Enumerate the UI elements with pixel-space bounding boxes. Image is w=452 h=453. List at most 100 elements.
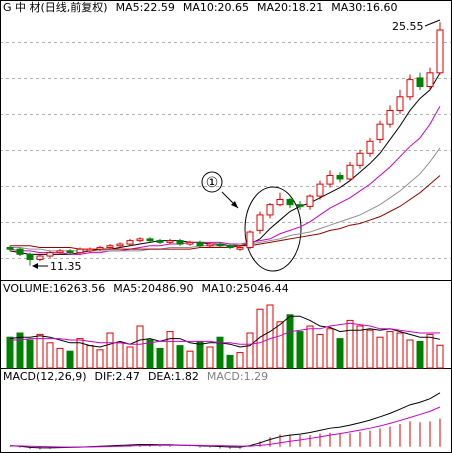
- high-arrow: [424, 19, 441, 27]
- legend-label: MA20:18.21: [257, 1, 323, 14]
- price-grid-pattern: [0, 18, 452, 280]
- candle-body: [16, 248, 24, 255]
- candle-body: [136, 238, 144, 242]
- candle-body: [296, 204, 304, 207]
- volume-bar: [246, 332, 254, 369]
- candle-body: [26, 253, 34, 260]
- volume-bar: [296, 331, 304, 369]
- candle-body: [206, 243, 214, 247]
- candle-body: [416, 77, 424, 87]
- volume-bar: [356, 325, 364, 369]
- volume-bar: [106, 332, 114, 369]
- annotation: 25.55: [392, 20, 424, 33]
- volume-bar: [96, 349, 104, 369]
- legend-label: DIF:2.47: [95, 370, 140, 383]
- volume-bar: [436, 344, 444, 369]
- volume-bar: [6, 336, 14, 369]
- volume-bar: [116, 342, 124, 369]
- legend-label: MA10:20.65: [183, 1, 249, 14]
- line-series: [9, 105, 441, 255]
- volume-bar: [156, 347, 164, 369]
- candle-body: [6, 246, 14, 250]
- candle-body: [36, 255, 44, 260]
- volume-bar: [196, 340, 204, 369]
- candle-body: [366, 140, 374, 154]
- candle-body: [146, 238, 154, 242]
- volume-bar: [36, 333, 44, 369]
- volume-bar: [376, 336, 384, 369]
- candle-body: [386, 109, 394, 125]
- volume-bar: [16, 332, 24, 369]
- candle-body: [346, 164, 354, 180]
- legend-label: MA30:16.60: [331, 1, 397, 14]
- volume-bar: [426, 333, 434, 369]
- volume-bar: [336, 338, 344, 369]
- volume-bar: [236, 352, 244, 369]
- candle-body: [406, 79, 414, 98]
- candle-body: [336, 175, 344, 180]
- candle-body: [246, 231, 254, 248]
- candle-body: [316, 183, 324, 197]
- candle-body: [256, 214, 264, 231]
- volume-bar: [216, 336, 224, 369]
- marker-arrowhead: [231, 201, 238, 208]
- volume-bar: [416, 340, 424, 369]
- volume-bar: [386, 331, 394, 369]
- candle-body: [66, 250, 74, 254]
- volume-bar: [366, 329, 374, 369]
- line-series: [9, 392, 441, 449]
- candle-body: [266, 204, 274, 216]
- volume-bar: [56, 347, 64, 369]
- volume-bar: [326, 328, 334, 369]
- legend-label: DEA:1.82: [148, 370, 199, 383]
- candle-body: [426, 72, 434, 87]
- volume-bar: [276, 321, 284, 369]
- volume-bar: [86, 345, 94, 369]
- low-arrowhead: [32, 263, 38, 269]
- volume-bar: [226, 354, 234, 369]
- volume-bar: [286, 314, 294, 369]
- candle-body: [106, 245, 114, 248]
- volume-bar: [266, 304, 274, 369]
- candle-body: [216, 243, 224, 247]
- candle-body: [56, 250, 64, 254]
- volume-bar: [306, 325, 314, 369]
- marker-circle: [201, 171, 223, 193]
- candle-body: [126, 240, 134, 245]
- volume-bar: [346, 319, 354, 369]
- volume-bar: [256, 308, 264, 369]
- volume-bar: [26, 339, 34, 369]
- candle-body: [186, 241, 194, 245]
- candle-body: [436, 29, 444, 74]
- volume-bar: [146, 339, 154, 369]
- candle-body: [376, 123, 384, 141]
- annotation: ①: [206, 175, 219, 191]
- candle-body: [96, 246, 104, 250]
- legend-label: MACD:1.29: [207, 370, 268, 383]
- legend-label: MACD(12,26,9): [3, 370, 87, 383]
- volume-bar: [206, 346, 214, 369]
- volume-bar: [126, 346, 134, 369]
- candle-body: [176, 240, 184, 245]
- volume-bar: [136, 325, 144, 369]
- volume-bar: [166, 331, 174, 369]
- legend-label: MA10:25046.44: [201, 282, 288, 295]
- candle-body: [276, 199, 284, 206]
- volume-bar: [406, 339, 414, 369]
- line-series: [10, 406, 441, 448]
- annotation: 11.35: [50, 260, 82, 273]
- legend-label: MA5:20486.90: [113, 282, 193, 295]
- legend-label: MA5:22.59: [116, 1, 175, 14]
- volume-bar: [46, 342, 54, 369]
- legend-label: G 中 材(日线,前复权): [3, 0, 108, 14]
- candle-body: [326, 175, 334, 185]
- candle-body: [226, 245, 234, 248]
- candle-body: [286, 199, 294, 206]
- line-series: [10, 322, 441, 345]
- volume-bar: [66, 350, 74, 369]
- highlight-ellipse: [244, 186, 302, 272]
- candle-body: [116, 243, 124, 247]
- candle-body: [306, 195, 314, 207]
- candle-body: [356, 152, 364, 166]
